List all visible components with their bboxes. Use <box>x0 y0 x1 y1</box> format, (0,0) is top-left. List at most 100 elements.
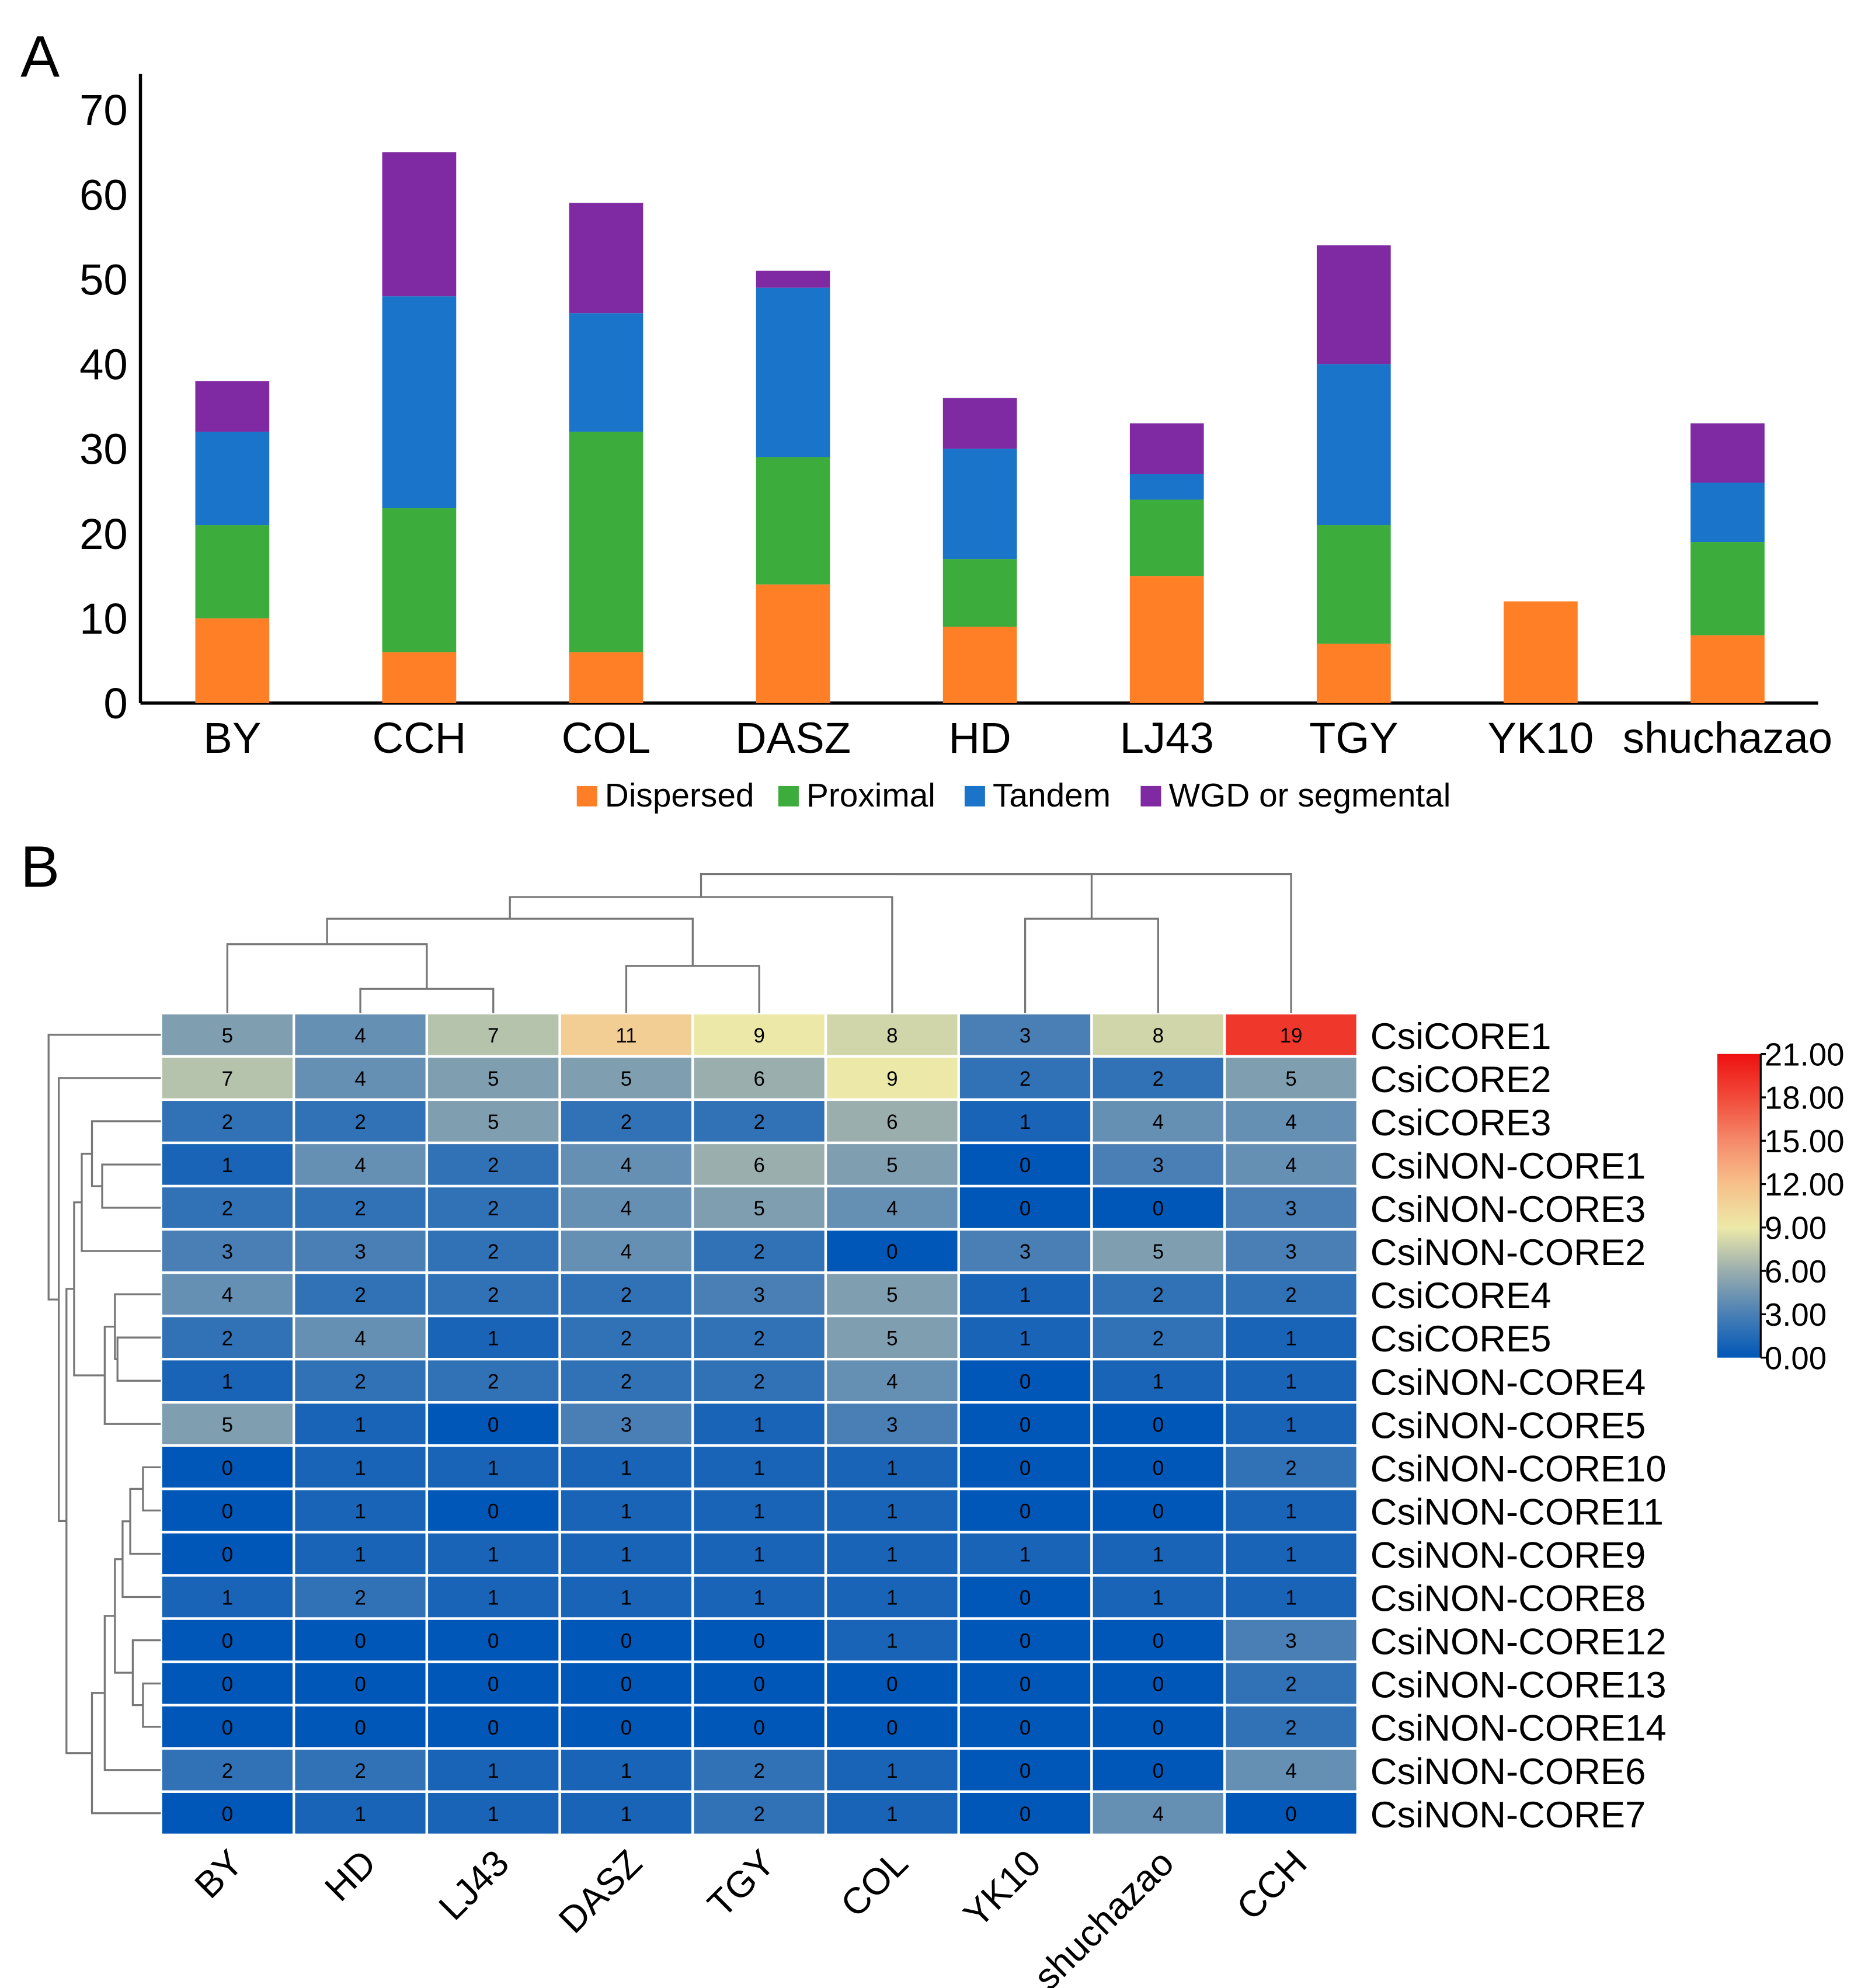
heatmap-cell <box>824 1747 960 1793</box>
cell-value: 2 <box>222 1327 233 1350</box>
cell-value: 2 <box>1285 1716 1296 1739</box>
cell-value: 0 <box>886 1240 898 1263</box>
heatmap-cell <box>425 1617 561 1663</box>
cell-value: 2 <box>1153 1327 1164 1350</box>
cell-value: 2 <box>753 1803 764 1826</box>
row-dendrogram-branch <box>91 1692 161 1815</box>
cell-value: 1 <box>488 1544 499 1566</box>
cell-value: 0 <box>1020 1760 1031 1782</box>
bar-segment-tandem <box>756 287 830 457</box>
row-label: CsiCORE5 <box>1370 1319 1552 1360</box>
cell-value: 2 <box>488 1284 499 1306</box>
heatmap-cell <box>824 1358 960 1404</box>
row-dendrogram-branch <box>114 1293 161 1360</box>
cell-value: 1 <box>488 1803 499 1826</box>
bar-segment-dispersed <box>1316 644 1391 703</box>
column-label: DASZ <box>551 1843 650 1941</box>
cell-value: 0 <box>621 1716 632 1739</box>
cell-value: 0 <box>222 1803 233 1826</box>
bar-segment-proximal <box>382 508 457 652</box>
heatmap-cell <box>691 1401 827 1447</box>
cell-value: 0 <box>753 1673 764 1696</box>
cell-value: 2 <box>753 1760 764 1782</box>
heatmap-cell <box>1090 1228 1226 1274</box>
cell-value: 1 <box>1020 1284 1031 1306</box>
heatmap-cell <box>293 1790 429 1837</box>
colorbar-tick-label: 21.00 <box>1765 1037 1845 1072</box>
cell-value: 0 <box>1020 1673 1031 1696</box>
cell-value: 0 <box>488 1673 499 1696</box>
cell-value: 2 <box>354 1760 366 1782</box>
cell-value: 1 <box>354 1413 366 1436</box>
row-dendrogram-branch <box>65 1288 92 1754</box>
cell-value: 2 <box>354 1111 366 1134</box>
column-label: LJ43 <box>432 1843 517 1928</box>
cell-value: 1 <box>354 1544 366 1566</box>
bar-segment-tandem <box>1690 482 1765 543</box>
cell-value: 0 <box>354 1716 366 1739</box>
x-tick-label: DASZ <box>735 714 851 762</box>
row-label: CsiNON-CORE11 <box>1370 1492 1664 1532</box>
heatmap-cell <box>824 1401 960 1447</box>
cell-value: 1 <box>753 1587 764 1610</box>
heatmap-cell <box>159 1314 295 1361</box>
cell-value: 1 <box>1285 1413 1296 1436</box>
heatmap-cell <box>159 1747 295 1793</box>
bar-segment-tandem <box>569 313 643 432</box>
cell-value: 1 <box>1285 1500 1296 1523</box>
row-label: CsiCORE3 <box>1370 1103 1552 1144</box>
cell-value: 2 <box>621 1327 632 1350</box>
bar-segment-wgd-or-segmental <box>382 152 457 297</box>
bar-segment-proximal <box>195 525 270 618</box>
cell-value: 1 <box>621 1760 632 1782</box>
colorbar-tick-label: 15.00 <box>1765 1124 1845 1159</box>
heatmap-cell <box>1090 1358 1226 1404</box>
cell-value: 4 <box>354 1154 366 1177</box>
heatmap-cell <box>293 1098 429 1145</box>
cell-value: 1 <box>886 1803 898 1826</box>
x-tick-label: YK10 <box>1488 714 1594 762</box>
heatmap-cell <box>425 1012 561 1058</box>
bar-segment-proximal <box>569 432 643 652</box>
cell-value: 1 <box>1153 1370 1164 1393</box>
legend-swatch <box>576 786 597 807</box>
heatmap-cell <box>159 1228 295 1274</box>
cell-value: 5 <box>222 1413 233 1436</box>
column-dendrogram-branch <box>1024 917 1159 1013</box>
cell-value: 2 <box>354 1370 366 1393</box>
cell-value: 1 <box>1285 1370 1296 1393</box>
cell-value: 4 <box>886 1370 898 1393</box>
cell-value: 3 <box>222 1240 233 1263</box>
cell-value: 0 <box>1020 1630 1031 1653</box>
heatmap-cell <box>1223 1098 1359 1145</box>
row-dendrogram-branch <box>121 1520 161 1598</box>
column-label: CCH <box>1229 1843 1315 1928</box>
cell-value: 4 <box>886 1197 898 1220</box>
cell-value: 5 <box>1285 1068 1296 1090</box>
heatmap-cell <box>1090 1660 1226 1707</box>
cell-value: 1 <box>753 1413 764 1436</box>
cell-value: 2 <box>1153 1068 1164 1090</box>
cell-value: 0 <box>1153 1716 1164 1739</box>
row-label: CsiNON-CORE14 <box>1370 1708 1667 1749</box>
heatmap-cell <box>691 1531 827 1577</box>
cell-value: 2 <box>354 1284 366 1306</box>
bar-segment-tandem <box>1129 474 1204 500</box>
cell-value: 0 <box>222 1716 233 1739</box>
heatmap-cell <box>293 1574 429 1620</box>
cell-value: 4 <box>354 1327 366 1350</box>
bar-segment-wgd-or-segmental <box>1690 423 1765 483</box>
cell-value: 0 <box>1020 1457 1031 1479</box>
cell-value: 3 <box>1153 1154 1164 1177</box>
heatmap-cell <box>558 1487 694 1534</box>
heatmap-cell <box>824 1487 960 1534</box>
cell-value: 0 <box>1020 1716 1031 1739</box>
bar-segment-dispersed <box>382 652 457 703</box>
y-tick-label: 10 <box>79 595 128 643</box>
cell-value: 1 <box>753 1457 764 1479</box>
cell-value: 0 <box>222 1673 233 1696</box>
row-dendrogram-branch <box>73 1201 105 1377</box>
heatmap-cell <box>824 1790 960 1837</box>
heatmap-cell <box>957 1704 1093 1750</box>
cell-value: 2 <box>621 1111 632 1134</box>
